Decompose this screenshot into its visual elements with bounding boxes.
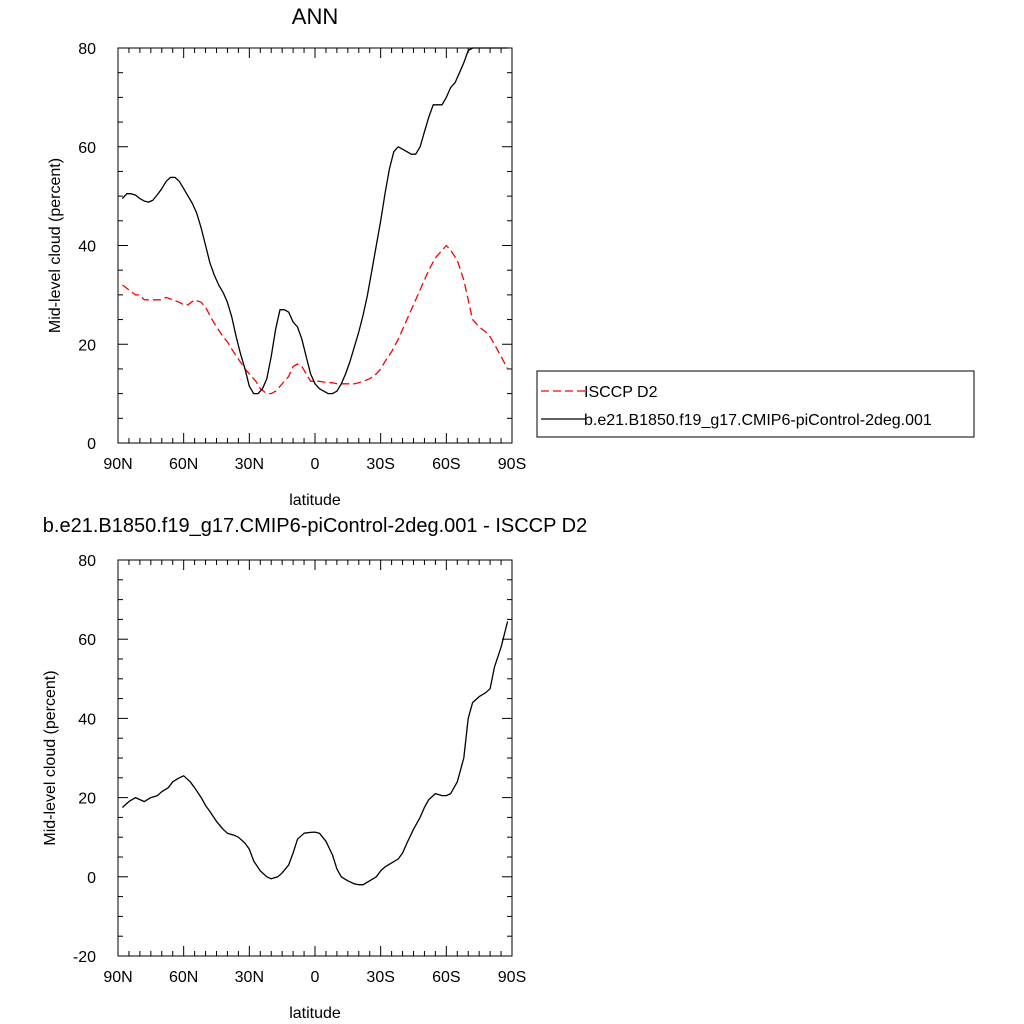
legend-box [536, 370, 975, 438]
x-axis-label: latitude [289, 1005, 341, 1022]
legend-label: ISCCP D2 [584, 384, 658, 401]
chart-panel-2: b.e21.B1850.f19_g17.CMIP6-piControl-2deg… [42, 515, 587, 1022]
y-tick-label: 60 [78, 140, 96, 157]
legend-label: b.e21.B1850.f19_g17.CMIP6-piControl-2deg… [584, 412, 932, 429]
x-tick-label: 30S [366, 456, 394, 473]
x-tick-label: 90N [103, 969, 132, 986]
x-tick-label: 60S [432, 969, 460, 986]
x-axis-label: latitude [289, 492, 341, 509]
y-axis-label: Mid-level cloud (percent) [42, 670, 59, 845]
x-tick-label: 30N [235, 969, 264, 986]
y-tick-label: 20 [78, 791, 96, 808]
y-tick-label: 20 [78, 337, 96, 354]
chart-title: b.e21.B1850.f19_g17.CMIP6-piControl-2deg… [43, 515, 587, 537]
x-tick-label: 0 [311, 969, 320, 986]
y-tick-label: 80 [78, 41, 96, 58]
x-tick-label: 90S [498, 969, 526, 986]
y-tick-label: 0 [87, 436, 96, 453]
y-tick-label: 80 [78, 553, 96, 570]
x-tick-label: 60S [432, 456, 460, 473]
chart-panel-1: ANN 90N 60N 30N 0 30S 60S 90S 0 20 40 60 80 latitude M… [47, 4, 975, 509]
x-tick-label: 60N [169, 456, 198, 473]
series-line-2 [121, 47, 508, 395]
series-line-1 [121, 621, 509, 886]
y-tick-label: 40 [78, 239, 96, 256]
series-line-1 [122, 244, 509, 395]
y-tick-label: 60 [78, 632, 96, 649]
x-tick-label: 30S [366, 969, 394, 986]
y-tick-label: -20 [73, 949, 96, 966]
y-tick-label: 40 [78, 711, 96, 728]
y-axis-label: Mid-level cloud (percent) [47, 158, 64, 333]
x-tick-label: 90S [498, 456, 526, 473]
plot-frame [117, 559, 513, 957]
x-tick-label: 0 [311, 456, 320, 473]
x-tick-label: 60N [169, 969, 198, 986]
y-tick-label: 0 [87, 870, 96, 887]
chart-title: ANN [292, 4, 338, 29]
x-tick-label: 90N [103, 456, 132, 473]
x-tick-label: 30N [235, 456, 264, 473]
legend: ISCCP D2 b.e21.B1850.f19_g17.CMIP6-piCont… [536, 370, 975, 438]
